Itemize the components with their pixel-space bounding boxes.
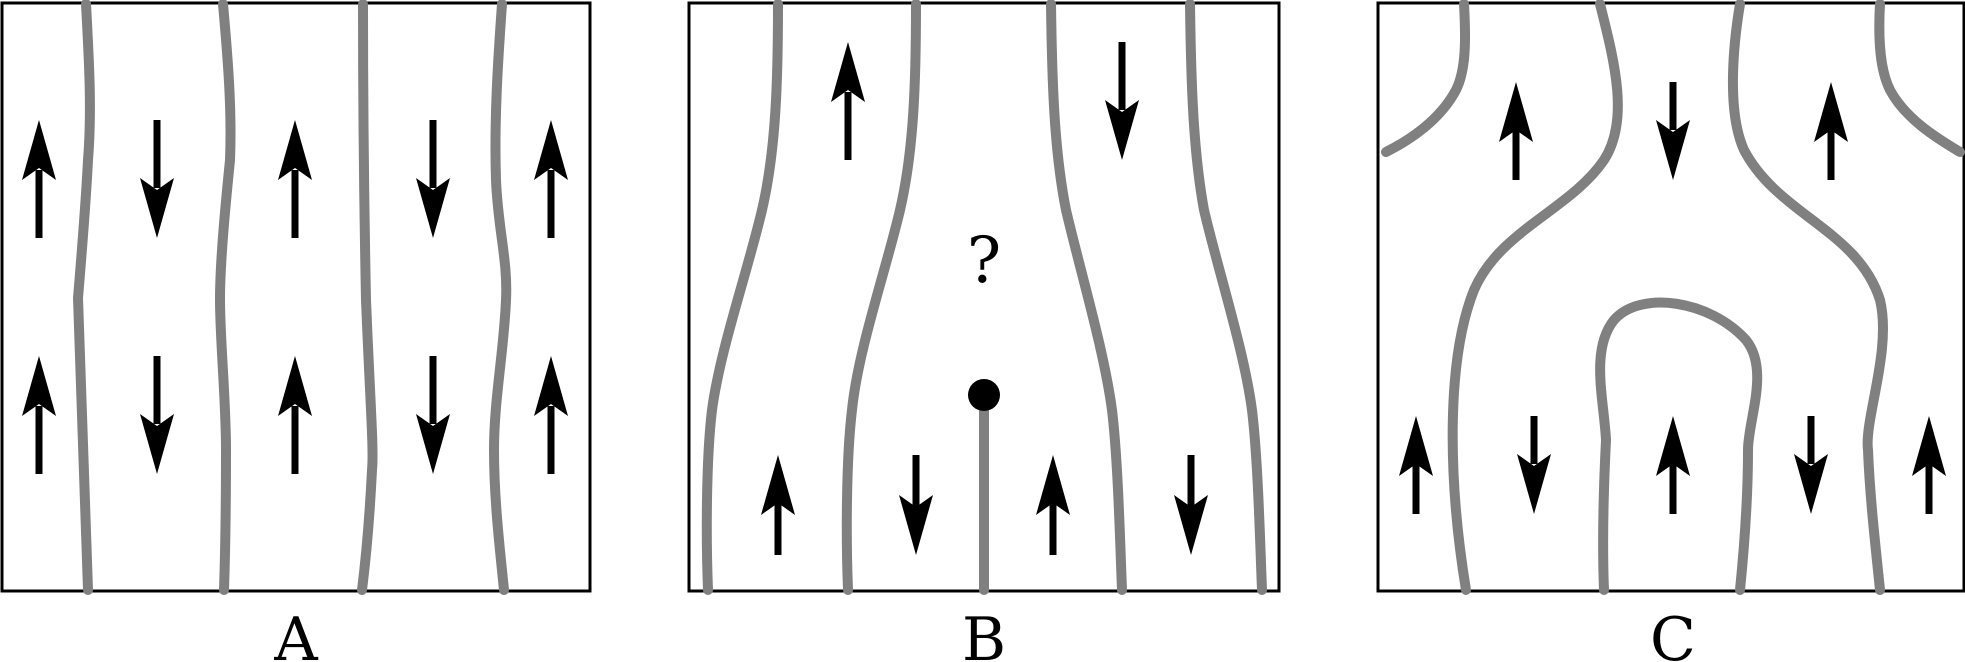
panel-a-frame [0, 1, 592, 593]
panel-b-arrows [761, 42, 1208, 555]
arrow-down [899, 455, 933, 555]
panel-a: A [0, 0, 592, 662]
panel-b-question-mark: ? [967, 224, 1001, 298]
panel-a-wall-1 [73, 0, 95, 595]
arrow-down [1794, 416, 1828, 514]
arrow-down [416, 120, 450, 238]
panel-c-wall-left-curl [1381, 0, 1471, 157]
panel-b-wall-4 [1185, 0, 1267, 595]
arrow-down [1105, 42, 1139, 160]
arrow-up [534, 120, 568, 238]
panel-a-label: A [273, 605, 318, 662]
panel-b-wall-2 [841, 0, 921, 595]
panel-c-arrows [1399, 82, 1946, 514]
panel-c-wall-right-merge [1727, 0, 1888, 595]
arrow-up [831, 42, 865, 160]
panel-c-wall-right-curl [1874, 0, 1965, 157]
arrow-down [140, 120, 174, 238]
panel-a-wall-2 [215, 0, 236, 595]
panel-a-wall-3 [357, 0, 378, 595]
panel-b-wall-1 [701, 0, 783, 595]
panel-b-wall-3 [1046, 0, 1127, 595]
panel-b-wall-end-dot [968, 379, 1000, 411]
arrow-up [1399, 416, 1433, 514]
arrow-up [22, 356, 56, 474]
arrow-up [1656, 416, 1690, 514]
arrow-down [140, 356, 174, 474]
arrow-up [534, 356, 568, 474]
panel-c: C [1376, 0, 1965, 662]
panel-c-wall-left-merge [1447, 0, 1623, 595]
panel-a-arrows [22, 120, 568, 474]
arrow-down [416, 356, 450, 474]
arrow-up [761, 455, 795, 555]
arrow-down [1656, 82, 1690, 180]
panel-b-label: B [962, 605, 1006, 662]
panel-a-wall-4 [489, 0, 512, 595]
arrow-up [278, 120, 312, 238]
panel-c-frame [1376, 1, 1965, 593]
arrow-down [1517, 416, 1551, 514]
arrow-up [1499, 82, 1533, 180]
panel-b: ? B [687, 0, 1281, 662]
panel-c-loop-wall [1595, 297, 1763, 595]
arrow-up [1036, 455, 1070, 555]
panel-c-label: C [1650, 605, 1696, 662]
arrow-down [1174, 455, 1208, 555]
arrow-up [1814, 82, 1848, 180]
arrow-up [1912, 416, 1946, 514]
arrow-up [22, 120, 56, 238]
arrow-up [278, 356, 312, 474]
